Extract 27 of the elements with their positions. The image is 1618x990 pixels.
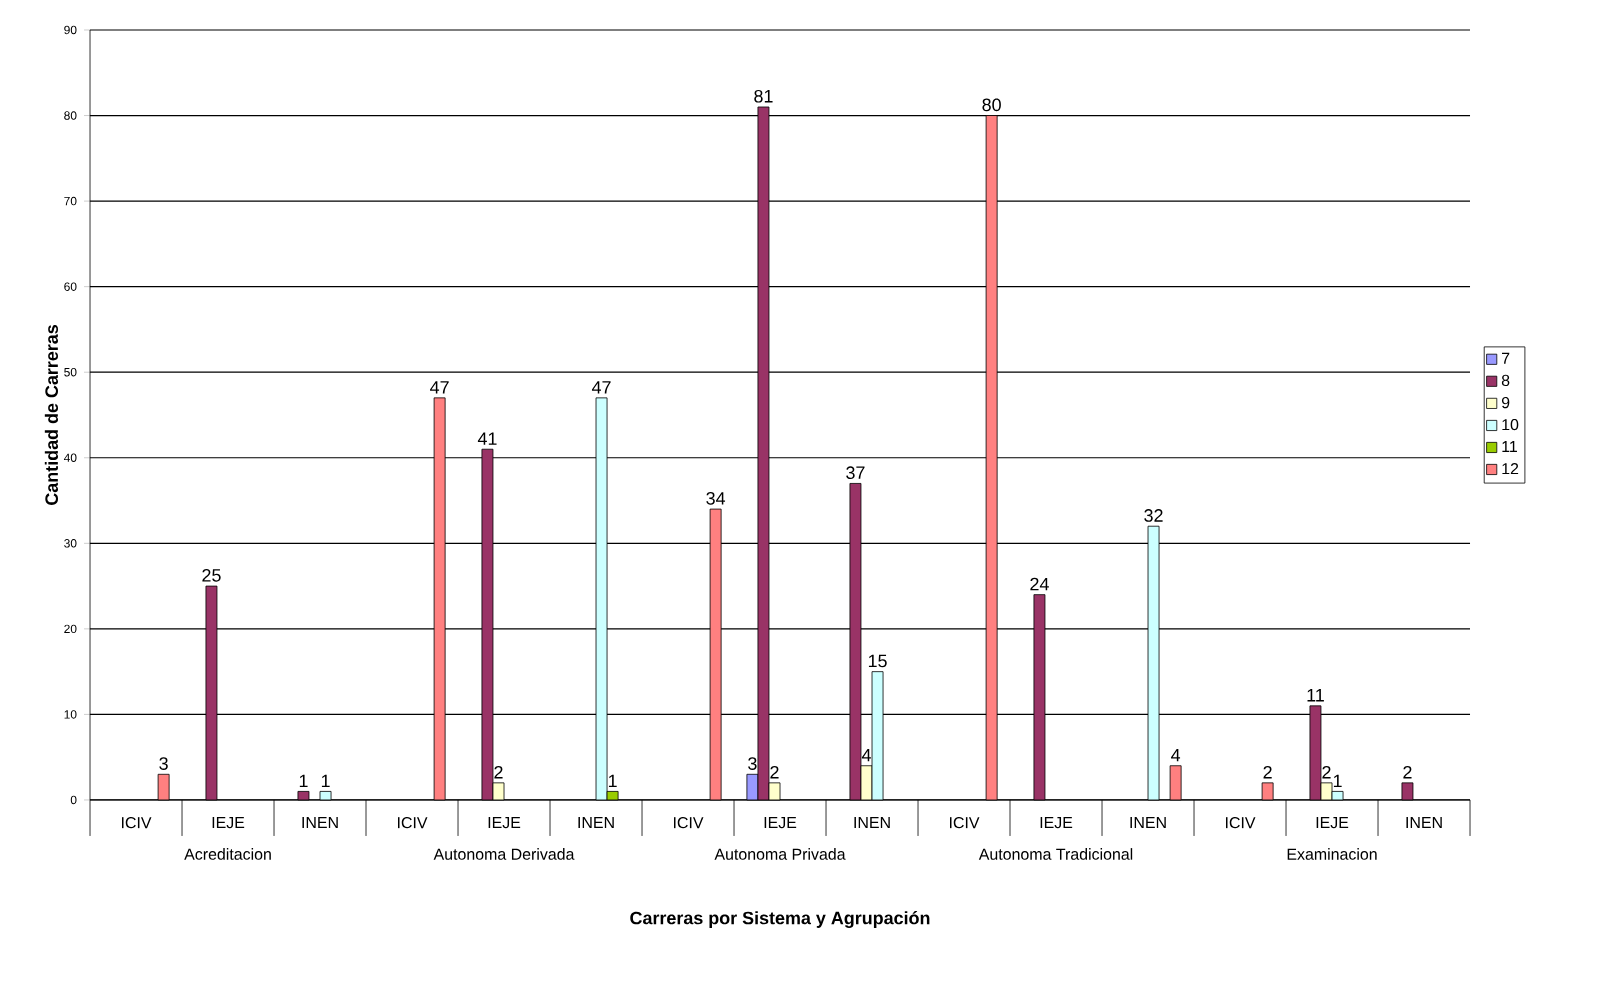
data-label: 3 [748,757,757,770]
data-label: 11 [1307,689,1324,702]
data-label: 47 [591,381,611,394]
data-label: 2 [1263,765,1272,779]
data-label: 2 [1403,765,1412,779]
data-label: 37 [846,466,865,480]
data-label: 80 [982,98,1001,112]
data-label: 1 [1333,774,1342,788]
data-label: 34 [706,491,726,505]
y-axis-title: Cantidad de Carreras [44,325,59,505]
data-label: 25 [202,568,221,582]
data-label: 1 [608,774,617,788]
data-label: 2 [494,765,503,779]
data-label: 15 [868,654,887,668]
data-label: 41 [477,432,497,445]
data-label: 2 [770,765,779,779]
data-label: 3 [159,757,168,770]
data-label: 32 [1144,509,1163,522]
data-label: 4 [861,749,871,762]
data-label: 2 [1322,765,1331,779]
data-label: 1 [299,774,308,788]
x-axis-title: Carreras por Sistema y Agrupación [630,911,930,928]
data-label: 4 [1171,749,1181,762]
data-label: 1 [321,774,330,788]
data-label: 81 [754,89,773,103]
data-label: 47 [430,381,449,394]
data-label: 24 [1030,577,1049,591]
